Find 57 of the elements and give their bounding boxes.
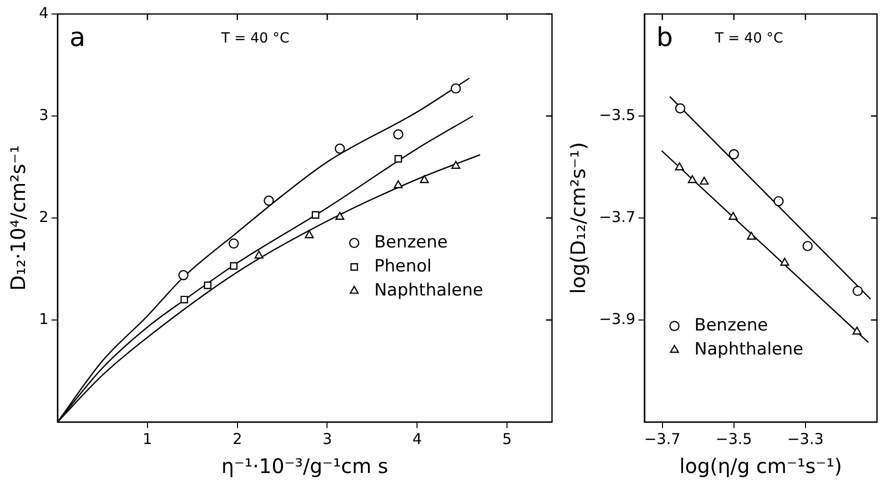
x-tick-label: −3.7 [644,430,681,448]
point [394,155,402,163]
point [746,232,756,240]
point [774,196,784,206]
point [780,258,790,266]
point [230,262,238,270]
x-tick-label: 4 [412,430,422,448]
y-tick-label: −3.9 [598,310,636,328]
point [420,175,429,184]
y-tick-label: 4 [38,4,49,22]
x-tick-label: 2 [232,430,242,448]
point [451,160,460,169]
point [304,230,314,238]
x-tick-label: 3 [322,430,332,448]
y-tick-label: −3.5 [598,106,636,124]
point [180,296,188,304]
point [450,83,461,94]
legend-label: Phenol [374,256,432,276]
point [394,180,403,188]
point [674,162,684,170]
point [264,196,274,206]
point [204,282,212,290]
legend-label: Benzene [374,232,448,252]
point [335,212,344,220]
point [675,103,686,114]
legend-label: Benzene [694,315,768,336]
y-axis-title: D₁₂·10⁴/cm²s⁻¹ [6,145,30,291]
x-axis-title: η⁻¹·10⁻³/g⁻¹cm s [221,454,388,478]
annotation: a [70,22,86,53]
point [852,326,862,335]
point [802,240,813,252]
y-tick-label: 2 [38,208,49,226]
y-axis-title: log(D₁₂/cm²s⁻¹) [566,142,590,294]
point [312,211,320,219]
y-tick-label: 1 [38,310,49,328]
point [393,129,404,140]
y-tick-label: 3 [38,106,49,124]
point [178,270,189,280]
point [228,238,239,249]
annotation: T = 40 °C [220,30,290,47]
point [334,144,345,154]
point [700,176,709,185]
x-tick-label: 5 [502,430,512,448]
x-axis-title: log(η/g cm⁻¹s⁻¹) [679,454,842,478]
legend-label: Naphthalene [374,280,484,300]
point [728,212,738,220]
point [728,149,739,160]
x-tick-label: −3.5 [716,430,752,448]
x-tick-label: 1 [142,430,152,448]
y-tick-label: −3.7 [598,208,636,226]
point [852,286,863,296]
point [254,250,264,259]
annotation: T = 40 °C [714,30,784,47]
legend-label: Naphthalene [694,339,804,360]
x-tick-label: −3.3 [787,430,824,448]
annotation: b [656,22,673,53]
point [688,175,697,184]
